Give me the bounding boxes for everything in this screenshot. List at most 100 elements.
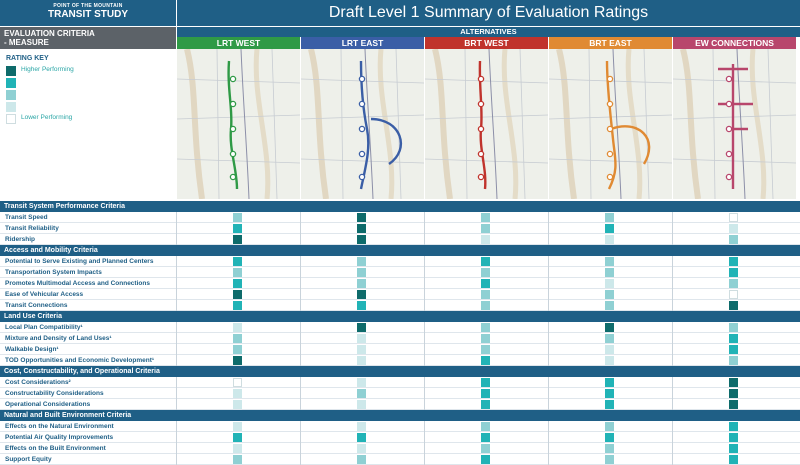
rating-cell-brt-west (481, 301, 490, 310)
column-divider (300, 355, 301, 366)
rating-cell-ew-connections (729, 301, 738, 310)
criterion-row: Walkable Design¹ (0, 344, 800, 355)
route-map-lrt-west (177, 49, 300, 199)
rating-cell-lrt-west (233, 334, 242, 343)
rating-cell-lrt-east (357, 356, 366, 365)
rating-cell-brt-west (481, 279, 490, 288)
column-divider (176, 377, 177, 388)
column-divider (424, 443, 425, 454)
column-divider (548, 333, 549, 344)
column-divider (176, 443, 177, 454)
column-divider (548, 454, 549, 465)
criterion-label: Mixture and Density of Land Uses¹ (5, 335, 112, 342)
criterion-row: Cost Considerations² (0, 377, 800, 388)
column-divider (424, 212, 425, 223)
column-divider (424, 300, 425, 311)
rating-cell-lrt-west (233, 455, 242, 464)
column-divider (672, 388, 673, 399)
criterion-row: Potential Air Quality Improvements (0, 432, 800, 443)
column-divider (672, 454, 673, 465)
column-divider (424, 267, 425, 278)
column-divider (424, 344, 425, 355)
column-divider (300, 234, 301, 245)
column-divider (548, 256, 549, 267)
column-divider (548, 443, 549, 454)
rating-cell-ew-connections (729, 323, 738, 332)
column-divider (176, 256, 177, 267)
rating-cell-brt-west (481, 422, 490, 431)
section-title: Access and Mobility Criteria (4, 247, 98, 254)
criterion-label: Effects on the Natural Environment (5, 423, 114, 430)
column-divider (300, 278, 301, 289)
column-divider (176, 355, 177, 366)
criterion-row: Promotes Multimodal Access and Connectio… (0, 278, 800, 289)
column-divider (672, 333, 673, 344)
rating-cell-lrt-west (233, 433, 242, 442)
route-map-brt-west (425, 49, 548, 199)
rating-cell-lrt-east (357, 378, 366, 387)
rating-cell-lrt-east (357, 323, 366, 332)
rating-cell-lrt-west (233, 279, 242, 288)
column-divider (672, 278, 673, 289)
rating-cell-lrt-east (357, 213, 366, 222)
column-divider (424, 256, 425, 267)
rating-cell-brt-east (605, 301, 614, 310)
criterion-label: Potential Air Quality Improvements (5, 434, 114, 441)
rating-cell-lrt-west (233, 356, 242, 365)
column-divider (672, 300, 673, 311)
column-divider (176, 432, 177, 443)
alternatives-heading: ALTERNATIVES (177, 27, 800, 37)
rating-cell-ew-connections (729, 389, 738, 398)
rating-cell-ew-connections (729, 356, 738, 365)
column-divider (176, 322, 177, 333)
column-divider (548, 322, 549, 333)
column-divider (672, 267, 673, 278)
column-divider (424, 322, 425, 333)
column-divider (424, 388, 425, 399)
column-divider (548, 344, 549, 355)
rating-cell-lrt-east (357, 422, 366, 431)
rating-swatch-lowest (6, 114, 16, 124)
rating-key-low-label: Lower Performing (21, 114, 73, 121)
criterion-row: Transit Speed (0, 212, 800, 223)
rating-cell-ew-connections (729, 400, 738, 409)
rating-key-high-label: Higher Performing (21, 66, 74, 73)
rating-cell-brt-west (481, 455, 490, 464)
column-divider (548, 223, 549, 234)
rating-cell-ew-connections (729, 455, 738, 464)
criterion-label: Transit Connections (5, 302, 68, 309)
rating-cell-lrt-east (357, 389, 366, 398)
rating-cell-brt-east (605, 323, 614, 332)
column-divider (176, 388, 177, 399)
column-divider (548, 212, 549, 223)
criterion-row: Ridership (0, 234, 800, 245)
column-divider (176, 289, 177, 300)
rating-cell-lrt-west (233, 345, 242, 354)
section-header: Natural and Built Environment Criteria (0, 410, 800, 421)
rating-cell-lrt-east (357, 301, 366, 310)
rating-cell-lrt-west (233, 323, 242, 332)
alt-tab-lrt-west: LRT WEST (177, 37, 300, 49)
column-divider (548, 278, 549, 289)
column-divider (176, 267, 177, 278)
rating-cell-brt-west (481, 389, 490, 398)
criterion-row: Effects on the Built Environment (0, 443, 800, 454)
column-divider (548, 355, 549, 366)
criterion-row: TOD Opportunities and Economic Developme… (0, 355, 800, 366)
rating-cell-brt-east (605, 279, 614, 288)
criterion-label: Support Equity (5, 456, 52, 463)
rating-cell-ew-connections (729, 433, 738, 442)
column-divider (424, 289, 425, 300)
rating-swatch-highest (6, 66, 16, 76)
column-divider (672, 289, 673, 300)
column-divider (300, 212, 301, 223)
rating-cell-lrt-east (357, 444, 366, 453)
section-title: Land Use Criteria (4, 313, 62, 320)
alt-tab-lrt-east: LRT EAST (301, 37, 424, 49)
rating-cell-brt-west (481, 356, 490, 365)
criterion-label: Transportation System Impacts (5, 269, 102, 276)
column-divider (672, 355, 673, 366)
rating-cell-lrt-east (357, 279, 366, 288)
column-divider (672, 234, 673, 245)
column-divider (300, 300, 301, 311)
